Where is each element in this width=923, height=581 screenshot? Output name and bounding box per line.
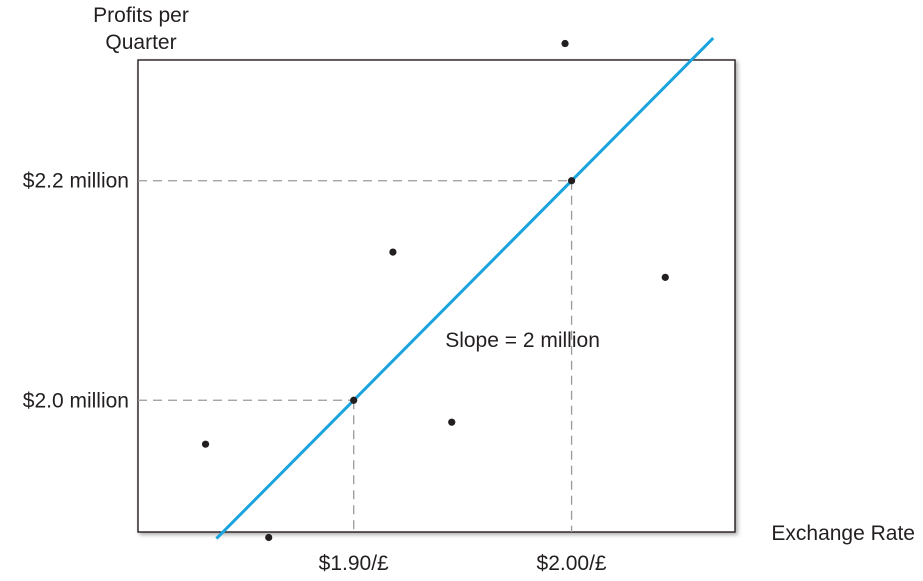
scatter-point	[661, 273, 669, 281]
scatter-point	[448, 418, 456, 426]
scatter-point	[265, 533, 273, 542]
x-axis-title: Exchange Rate	[771, 522, 915, 545]
plot-frame	[137, 59, 736, 533]
y-axis-title-line-1: Profits per	[93, 4, 189, 27]
scatter-points	[201, 39, 669, 542]
slope-annotation: Slope = 2 million	[445, 329, 600, 352]
x-tick-label: $2.00/£	[537, 552, 607, 575]
y-tick-label: $2.0 million	[23, 389, 129, 412]
scatter-point	[201, 440, 210, 448]
reference-point	[567, 177, 576, 185]
guide-lines	[138, 180, 573, 532]
scatter-point	[561, 39, 569, 48]
y-axis-title-line-2: Quarter	[105, 31, 176, 54]
reference-point	[350, 396, 358, 404]
y-tick-label: $2.2 million	[23, 170, 129, 193]
regression-line-group	[215, 36, 715, 540]
x-tick-label: $1.90/£	[319, 552, 389, 575]
regression-line	[215, 36, 715, 540]
scatter-point	[389, 248, 397, 256]
